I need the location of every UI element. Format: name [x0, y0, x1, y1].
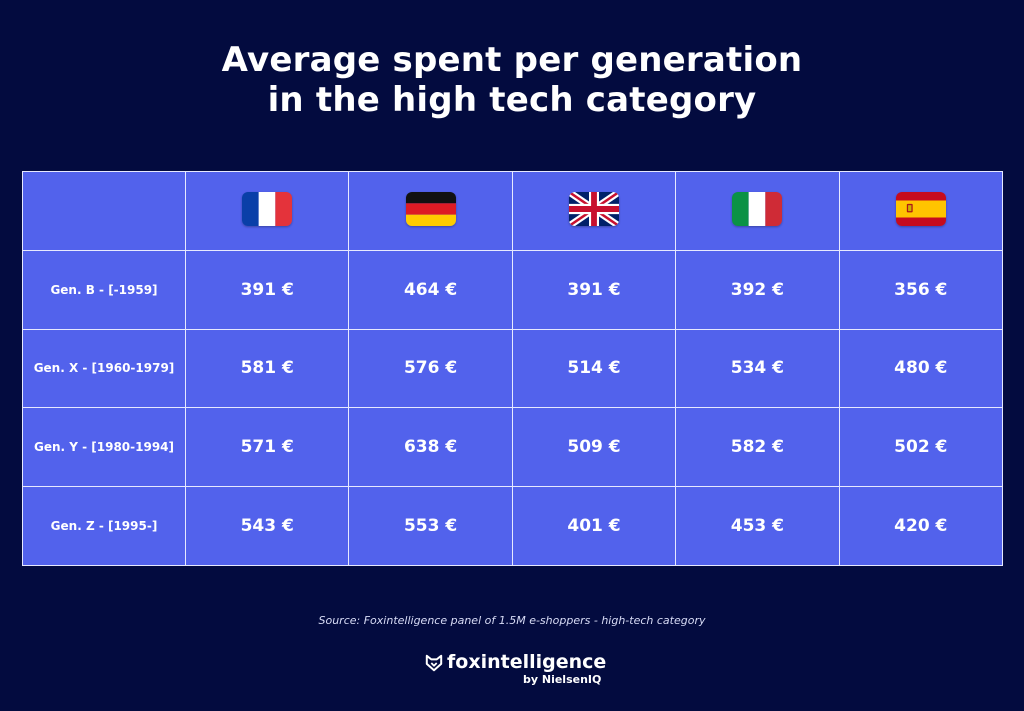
value-cell: 638 €: [348, 407, 513, 488]
value-cell: 391 €: [184, 249, 350, 330]
value-cell: 392 €: [675, 249, 840, 330]
source-note: Source: Foxintelligence panel of 1.5M e-…: [318, 614, 706, 627]
table-row: Gen. B - [-1959] 391 € 464 € 391 € 392 €…: [22, 249, 1004, 330]
value-cell: 582 €: [675, 407, 840, 488]
fox-icon: [425, 654, 443, 672]
header-italy: [675, 171, 840, 251]
value-cell: 401 €: [511, 486, 677, 566]
header-uk: [511, 171, 677, 251]
value-cell: 464 €: [348, 249, 513, 330]
value-cell: 453 €: [675, 486, 840, 566]
value-cell: 502 €: [838, 407, 1004, 488]
header-germany: [348, 171, 513, 251]
corner-cell: [22, 171, 186, 251]
value-cell: 576 €: [348, 328, 513, 409]
row-label: Gen. X - [1960-1979]: [22, 328, 186, 409]
title-line-1: Average spent per generation: [221, 40, 803, 80]
row-label: Gen. Y - [1980-1994]: [22, 407, 186, 488]
header-spain: [838, 171, 1004, 251]
value-cell: 553 €: [348, 486, 513, 566]
value-cell: 571 €: [184, 407, 350, 488]
brand-name: foxintelligence: [447, 651, 607, 673]
spend-table: Gen. B - [-1959] 391 € 464 € 391 € 392 €…: [22, 171, 1004, 566]
header-france: [184, 171, 350, 251]
uk-flag-icon: [568, 191, 619, 226]
france-flag-icon: [242, 191, 293, 226]
germany-flag-icon: [405, 191, 456, 226]
value-cell: 356 €: [838, 249, 1004, 330]
value-cell: 480 €: [838, 328, 1004, 409]
table-row: Gen. Y - [1980-1994] 571 € 638 € 509 € 5…: [22, 407, 1004, 488]
italy-flag-icon: [732, 191, 783, 226]
row-label: Gen. Z - [1995-]: [22, 486, 186, 566]
value-cell: 543 €: [184, 486, 350, 566]
value-cell: 534 €: [675, 328, 840, 409]
value-cell: 420 €: [838, 486, 1004, 566]
page-title: Average spent per generation in the high…: [0, 40, 1024, 120]
value-cell: 514 €: [511, 328, 677, 409]
value-cell: 581 €: [184, 328, 350, 409]
header-row: [22, 171, 1004, 251]
brand-logo: foxintelligence by NielsenIQ: [425, 651, 607, 691]
table-row: Gen. Z - [1995-] 543 € 553 € 401 € 453 €…: [22, 486, 1004, 566]
row-label: Gen. B - [-1959]: [22, 249, 186, 330]
spain-flag-icon: [895, 191, 946, 226]
value-cell: 391 €: [511, 249, 677, 330]
title-line-2: in the high tech category: [267, 80, 757, 120]
value-cell: 509 €: [511, 407, 677, 488]
table-row: Gen. X - [1960-1979] 581 € 576 € 514 € 5…: [22, 328, 1004, 409]
brand-byline: by NielsenIQ: [523, 673, 602, 686]
